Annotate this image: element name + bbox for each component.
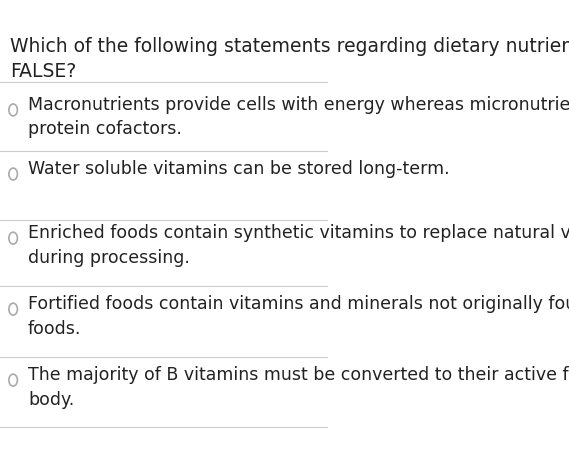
Text: Fortified foods contain vitamins and minerals not originally found in the
foods.: Fortified foods contain vitamins and min…: [28, 295, 569, 338]
Text: The majority of B vitamins must be converted to their active form in the
body.: The majority of B vitamins must be conve…: [28, 366, 569, 409]
Circle shape: [9, 168, 18, 180]
Circle shape: [9, 104, 18, 116]
Circle shape: [9, 303, 18, 315]
Text: Which of the following statements regarding dietary nutrients is
FALSE?: Which of the following statements regard…: [10, 37, 569, 81]
Circle shape: [9, 232, 18, 244]
Text: Macronutrients provide cells with energy whereas micronutrients provide
protein : Macronutrients provide cells with energy…: [28, 96, 569, 138]
Text: Water soluble vitamins can be stored long-term.: Water soluble vitamins can be stored lon…: [28, 160, 450, 178]
Text: Enriched foods contain synthetic vitamins to replace natural vitamins lost
durin: Enriched foods contain synthetic vitamin…: [28, 224, 569, 267]
Circle shape: [9, 374, 18, 386]
